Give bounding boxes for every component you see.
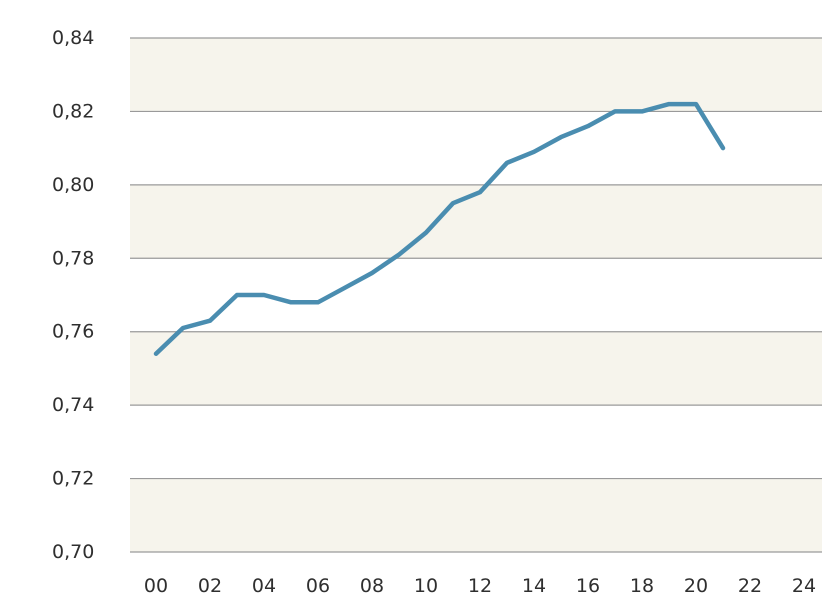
x-tick-label: 08 bbox=[360, 575, 384, 597]
x-tick-label: 10 bbox=[414, 575, 438, 597]
x-tick-label: 02 bbox=[198, 575, 222, 597]
background-band bbox=[130, 331, 822, 406]
x-tick-label: 04 bbox=[252, 575, 276, 597]
y-tick-label: 0,72 bbox=[52, 468, 94, 490]
y-tick-label: 0,80 bbox=[52, 174, 94, 196]
y-tick-label: 0,76 bbox=[52, 321, 94, 343]
background-band bbox=[130, 184, 822, 259]
background-bands bbox=[130, 38, 822, 552]
x-tick-label: 16 bbox=[576, 575, 600, 597]
x-tick-label: 06 bbox=[306, 575, 330, 597]
series-line bbox=[153, 101, 726, 356]
background-band bbox=[130, 478, 822, 552]
x-axis-ticks: 00 02 04 06 08 10 12 14 16 18 20 22 24 bbox=[144, 575, 816, 597]
background-band bbox=[130, 38, 822, 112]
y-axis-ticks: 0,70 0,72 0,74 0,76 0,78 0,80 0,82 0,84 bbox=[52, 27, 94, 563]
x-tick-label: 22 bbox=[738, 575, 762, 597]
y-tick-label: 0,78 bbox=[52, 247, 94, 269]
x-tick-label: 14 bbox=[522, 575, 546, 597]
x-tick-label: 24 bbox=[792, 575, 816, 597]
gridlines bbox=[130, 37, 822, 553]
y-tick-label: 0,70 bbox=[52, 541, 94, 563]
series-group bbox=[153, 101, 726, 356]
x-tick-label: 20 bbox=[684, 575, 708, 597]
x-tick-label: 18 bbox=[630, 575, 654, 597]
y-tick-label: 0,84 bbox=[52, 27, 94, 49]
y-tick-label: 0,74 bbox=[52, 394, 94, 416]
x-tick-label: 00 bbox=[144, 575, 168, 597]
y-tick-label: 0,82 bbox=[52, 100, 94, 122]
x-tick-label: 12 bbox=[468, 575, 492, 597]
